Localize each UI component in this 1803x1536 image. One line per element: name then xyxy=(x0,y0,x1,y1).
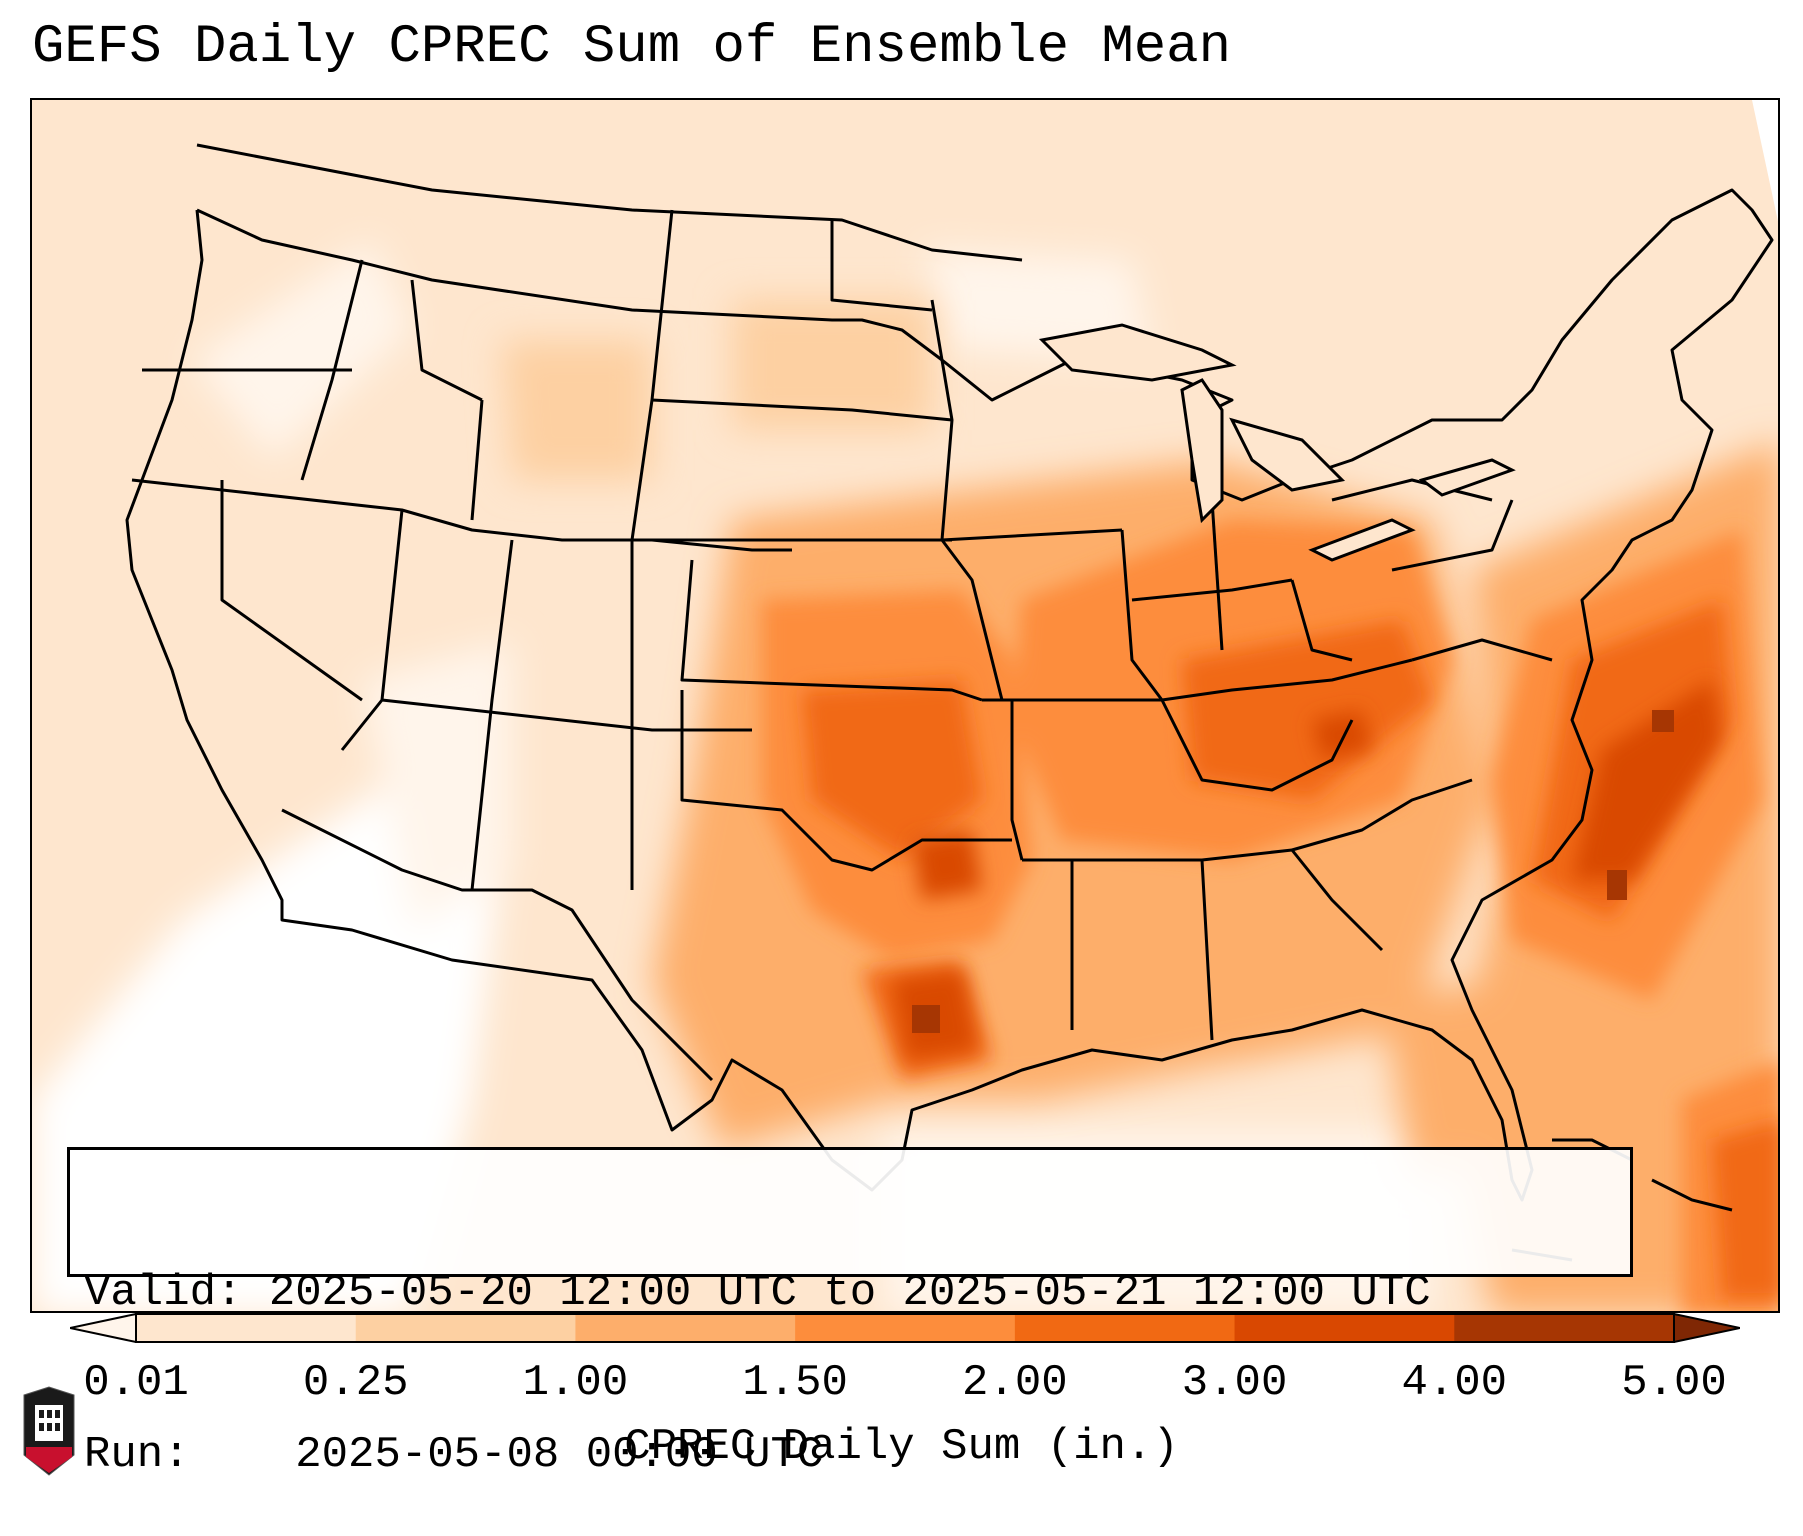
colorbar-segment xyxy=(795,1314,1016,1342)
colorbar-segment xyxy=(355,1314,576,1342)
political-borders xyxy=(125,143,1774,1202)
colorbar-segment xyxy=(1234,1314,1455,1342)
valid-run-info-box: Valid: 2025-05-20 12:00 UTC to 2025-05-2… xyxy=(67,1147,1633,1480)
great-lakes xyxy=(1038,323,1516,562)
map-title: GEFS Daily CPREC Sum of Ensemble Mean xyxy=(32,17,1231,78)
colorbar-segment xyxy=(1014,1314,1236,1342)
colorbar-extend-high xyxy=(1673,1312,1741,1344)
colorbar xyxy=(69,1312,1741,1344)
colorbar-segment xyxy=(136,1314,357,1342)
colorbar-tick-label: 5.00 xyxy=(1621,1358,1727,1408)
precipitation-map xyxy=(30,98,1780,1313)
valid-time-value: 2025-05-20 12:00 UTC to 2025-05-21 12:00… xyxy=(268,1268,1431,1318)
run-time-value: 2025-05-08 00:00 UTC xyxy=(295,1430,824,1480)
valid-label: Valid: xyxy=(84,1268,243,1318)
colorbar-border xyxy=(135,1313,1675,1343)
niu-logo xyxy=(20,1385,78,1477)
run-label: Run: xyxy=(84,1430,190,1480)
us-outline xyxy=(125,188,1774,1202)
colorbar-tick-label: 4.00 xyxy=(1401,1358,1508,1408)
colorbar-tick-label: 0.25 xyxy=(302,1358,409,1408)
colorbar-tick-label: 2.00 xyxy=(962,1358,1068,1408)
colorbar-label: CPREC Daily Sum (in.) xyxy=(624,1422,1179,1472)
run-time-row: Run: 2025-05-08 00:00 UTC xyxy=(84,1428,1616,1482)
valid-time-row: Valid: 2025-05-20 12:00 UTC to 2025-05-2… xyxy=(84,1266,1616,1320)
colorbar-extend-low xyxy=(69,1312,137,1344)
colorbar-tick-label: 3.00 xyxy=(1181,1358,1288,1408)
colorbar-segment xyxy=(575,1314,796,1342)
colorbar-tick-label: 1.50 xyxy=(742,1358,848,1408)
colorbar-tick-label: 1.00 xyxy=(522,1358,629,1408)
colorbar-tick-label: 0.01 xyxy=(83,1358,189,1408)
colorbar-segment xyxy=(1454,1314,1675,1342)
peak-precip xyxy=(912,710,1674,1033)
